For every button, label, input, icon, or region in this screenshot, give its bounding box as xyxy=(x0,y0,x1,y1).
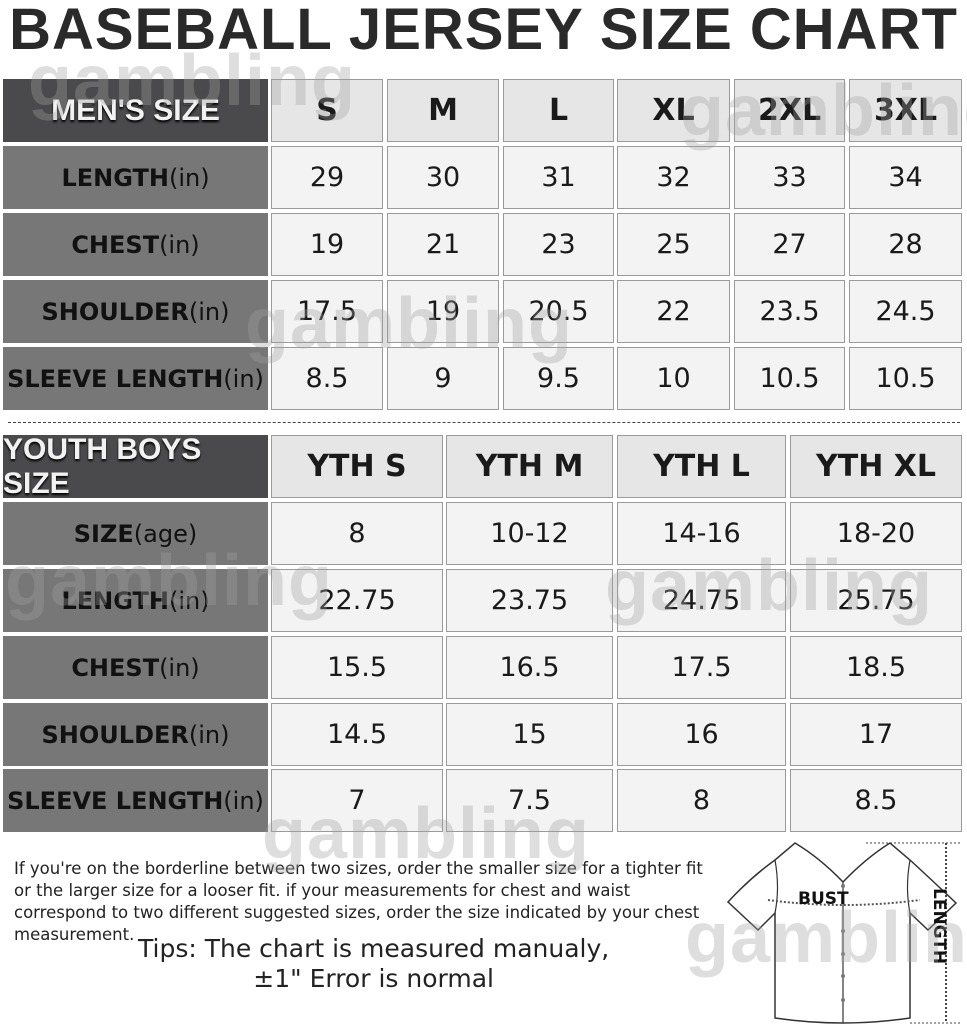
table-cell: 17.5 xyxy=(271,280,383,343)
size-header-m: M xyxy=(387,79,499,142)
table-cell: 32 xyxy=(617,146,730,209)
row-label: SHOULDER (in) xyxy=(3,280,268,343)
size-header-yth-l: YTH L xyxy=(617,435,786,498)
measure-name: SLEEVE LENGTH xyxy=(7,786,224,815)
table-cell: 21 xyxy=(387,213,499,276)
table-cell: 18-20 xyxy=(790,502,962,565)
table-cell: 25 xyxy=(617,213,730,276)
measure-unit: (in) xyxy=(223,786,264,815)
measure-name: SHOULDER xyxy=(41,720,189,749)
table-cell: 25.75 xyxy=(790,569,962,632)
table-cell: 16.5 xyxy=(446,636,613,699)
table-cell: 23.5 xyxy=(734,280,845,343)
table-cell: 24.5 xyxy=(849,280,962,343)
row-label: CHEST (in) xyxy=(3,636,268,699)
table-cell: 7 xyxy=(271,769,443,832)
measure-unit: (in) xyxy=(159,230,200,259)
divider xyxy=(8,422,960,423)
row-label: SHOULDER (in) xyxy=(3,703,268,766)
row-label: SIZE (age) xyxy=(3,502,268,565)
table-cell: 7.5 xyxy=(446,769,613,832)
table-cell: 8.5 xyxy=(271,347,383,410)
table-cell: 8 xyxy=(617,769,786,832)
tips-line-1: Tips: The chart is measured manualy, xyxy=(138,934,610,963)
table-cell: 14-16 xyxy=(617,502,786,565)
row-label: CHEST (in) xyxy=(3,213,268,276)
table-cell: 15 xyxy=(446,703,613,766)
table-cell: 14.5 xyxy=(271,703,443,766)
size-header-yth-s: YTH S xyxy=(271,435,443,498)
table-cell: 24.75 xyxy=(617,569,786,632)
measure-name: CHEST xyxy=(71,230,160,259)
table-cell: 17.5 xyxy=(617,636,786,699)
size-header-xl: XL xyxy=(617,79,730,142)
measure-unit: (in) xyxy=(168,586,210,615)
measure-unit: (in) xyxy=(188,297,230,326)
table-cell: 22 xyxy=(617,280,730,343)
measure-unit: (in) xyxy=(159,653,200,682)
table-cell: 23 xyxy=(503,213,614,276)
table-cell: 17 xyxy=(790,703,962,766)
measure-name: LENGTH xyxy=(61,163,169,192)
sizing-note: If you're on the borderline between two … xyxy=(14,859,703,944)
table-cell: 19 xyxy=(387,280,499,343)
measure-unit: (in) xyxy=(168,163,210,192)
table-cell: 28 xyxy=(849,213,962,276)
row-label: LENGTH (in) xyxy=(3,146,268,209)
table-cell: 29 xyxy=(271,146,383,209)
measure-name: SIZE xyxy=(73,519,134,548)
size-header-3xl: 3XL xyxy=(849,79,962,142)
measure-name: SLEEVE LENGTH xyxy=(7,364,224,393)
row-label: SLEEVE LENGTH (in) xyxy=(3,347,268,410)
table-cell: 16 xyxy=(617,703,786,766)
size-header-yth-xl: YTH XL xyxy=(790,435,962,498)
table-cell: 10.5 xyxy=(734,347,845,410)
table-cell: 19 xyxy=(271,213,383,276)
size-header-l: L xyxy=(503,79,614,142)
length-label: LENGTH xyxy=(929,888,949,964)
table-cell: 9.5 xyxy=(503,347,614,410)
page-title: BASEBALL JERSEY SIZE CHART xyxy=(9,0,958,62)
table-cell: 31 xyxy=(503,146,614,209)
tips-line-2: ±1" Error is normal xyxy=(253,964,494,993)
table-cell: 15.5 xyxy=(271,636,443,699)
table-cell: 10 xyxy=(617,347,730,410)
bust-label: BUST xyxy=(798,889,849,909)
row-label: LENGTH (in) xyxy=(3,569,268,632)
measure-name: LENGTH xyxy=(61,586,169,615)
table-cell: 9 xyxy=(387,347,499,410)
table-cell: 22.75 xyxy=(271,569,443,632)
size-header-s: S xyxy=(271,79,383,142)
table-cell: 8 xyxy=(271,502,443,565)
table-cell: 18.5 xyxy=(790,636,962,699)
table-cell: 10-12 xyxy=(446,502,613,565)
measure-name: CHEST xyxy=(71,653,160,682)
table-cell: 27 xyxy=(734,213,845,276)
table-cell: 10.5 xyxy=(849,347,962,410)
mens-corner-header: MEN'S SIZE xyxy=(3,79,268,142)
measure-name: SHOULDER xyxy=(41,297,189,326)
row-label: SLEEVE LENGTH (in) xyxy=(3,769,268,832)
measure-unit: (age) xyxy=(133,519,198,548)
table-cell: 20.5 xyxy=(503,280,614,343)
table-cell: 8.5 xyxy=(790,769,962,832)
jersey-diagram-icon: BUST LENGTH xyxy=(726,842,960,1024)
table-cell: 33 xyxy=(734,146,845,209)
size-header-2xl: 2XL xyxy=(734,79,845,142)
measure-unit: (in) xyxy=(188,720,230,749)
size-header-yth-m: YTH M xyxy=(446,435,613,498)
tips: Tips: The chart is measured manualy, ±1"… xyxy=(138,934,609,994)
table-cell: 30 xyxy=(387,146,499,209)
youth-corner-header: YOUTH BOYS SIZE xyxy=(3,433,268,500)
measure-unit: (in) xyxy=(223,364,264,393)
table-cell: 23.75 xyxy=(446,569,613,632)
table-cell: 34 xyxy=(849,146,962,209)
